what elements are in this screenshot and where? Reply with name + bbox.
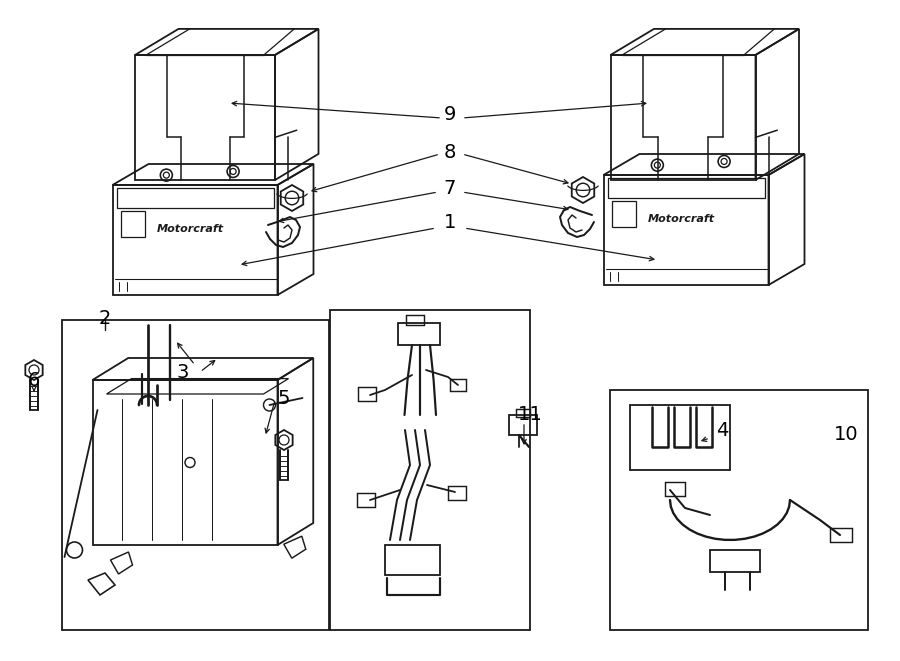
Bar [509, 415, 537, 435]
Text: 9: 9 [444, 106, 456, 124]
Bar [608, 178, 764, 198]
Text: 2: 2 [99, 309, 112, 327]
Text: 11: 11 [518, 405, 543, 424]
Text: 1: 1 [444, 212, 456, 231]
Bar [357, 493, 375, 507]
Bar [358, 387, 376, 401]
Text: Motorcraft: Motorcraft [647, 214, 715, 224]
Bar [330, 310, 530, 630]
Text: Motorcraft: Motorcraft [157, 224, 223, 234]
Bar [62, 320, 329, 630]
Text: 7: 7 [444, 178, 456, 198]
Bar [385, 545, 440, 575]
Bar [830, 528, 852, 542]
Text: 5: 5 [278, 389, 290, 407]
Text: 3: 3 [176, 362, 189, 381]
Bar [398, 323, 440, 345]
Text: 6: 6 [28, 371, 40, 389]
Bar [710, 550, 760, 572]
Bar [630, 405, 730, 470]
Bar [611, 201, 635, 227]
Bar [121, 211, 145, 237]
Bar [448, 486, 466, 500]
Text: 4: 4 [716, 420, 728, 440]
Bar [450, 379, 466, 391]
Bar [665, 482, 685, 496]
Bar [116, 188, 274, 208]
Bar [516, 409, 530, 417]
Text: 10: 10 [833, 426, 859, 444]
Bar [610, 390, 868, 630]
Bar [406, 315, 424, 325]
Text: 8: 8 [444, 143, 456, 163]
